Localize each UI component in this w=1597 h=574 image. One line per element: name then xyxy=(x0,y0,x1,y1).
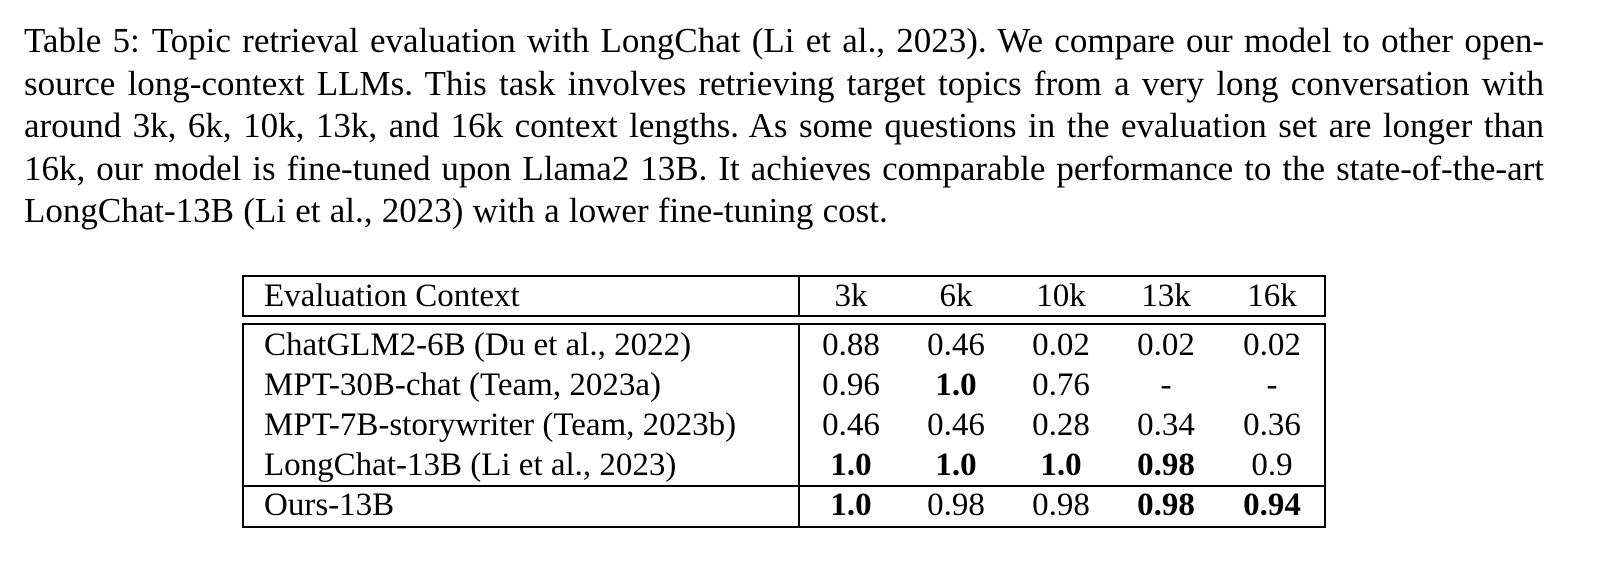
header-col-3k: 3k xyxy=(834,278,868,314)
table-row: MPT-7B-storywriter (Team, 2023b) 0.46 0.… xyxy=(244,405,1324,445)
header-evaluation-context: Evaluation Context xyxy=(264,278,520,314)
table-header-row: Evaluation Context 3k 6k 10k 13k 16k xyxy=(242,275,1326,317)
score-16k: 0.94 xyxy=(1243,487,1301,523)
model-name: ChatGLM2-6B (Du et al., 2022) xyxy=(264,327,692,363)
score-6k: 1.0 xyxy=(935,367,977,403)
score-6k: 0.46 xyxy=(927,407,985,443)
column-divider xyxy=(798,487,800,526)
caption-label: Table 5: xyxy=(24,21,140,60)
score-6k: 0.98 xyxy=(927,487,985,523)
column-divider xyxy=(798,277,800,315)
score-3k: 1.0 xyxy=(830,487,872,523)
score-10k: 1.0 xyxy=(1040,447,1082,483)
model-name: LongChat-13B (Li et al., 2023) xyxy=(264,447,677,483)
table-caption: Table 5: Topic retrieval evaluation with … xyxy=(24,20,1544,233)
table-row: MPT-30B-chat (Team, 2023a) 0.96 1.0 0.76… xyxy=(244,365,1324,405)
header-col-10k: 10k xyxy=(1036,278,1086,314)
model-name: MPT-7B-storywriter (Team, 2023b) xyxy=(264,407,737,443)
score-6k: 0.46 xyxy=(927,327,985,363)
score-10k: 0.28 xyxy=(1032,407,1090,443)
score-3k: 0.46 xyxy=(822,407,880,443)
score-6k: 1.0 xyxy=(935,447,977,483)
score-3k: 0.88 xyxy=(822,327,880,363)
table-row: ChatGLM2-6B (Du et al., 2022) 0.88 0.46 … xyxy=(244,325,1324,365)
table-body: ChatGLM2-6B (Du et al., 2022) 0.88 0.46 … xyxy=(242,323,1326,528)
header-col-13k: 13k xyxy=(1141,278,1191,314)
model-name: MPT-30B-chat (Team, 2023a) xyxy=(264,367,661,403)
score-10k: 0.98 xyxy=(1032,487,1090,523)
column-divider xyxy=(798,405,800,445)
score-3k: 1.0 xyxy=(830,447,872,483)
score-13k: 0.02 xyxy=(1137,327,1195,363)
score-10k: 0.76 xyxy=(1032,367,1090,403)
model-name: Ours-13B xyxy=(264,487,395,523)
score-16k: 0.02 xyxy=(1243,327,1301,363)
score-10k: 0.02 xyxy=(1032,327,1090,363)
score-13k: 0.98 xyxy=(1137,447,1195,483)
column-divider xyxy=(798,365,800,405)
score-16k: - xyxy=(1266,367,1278,403)
score-13k: 0.98 xyxy=(1137,487,1195,523)
results-table: Evaluation Context 3k 6k 10k 13k 16k Cha… xyxy=(242,275,1326,528)
column-divider xyxy=(798,325,800,365)
header-col-16k: 16k xyxy=(1247,278,1297,314)
score-16k: 0.9 xyxy=(1251,447,1293,483)
caption-text: Topic retrieval evaluation with LongChat… xyxy=(24,21,1545,230)
header-col-6k: 6k xyxy=(939,278,973,314)
score-3k: 0.96 xyxy=(822,367,880,403)
table-row: LongChat-13B (Li et al., 2023) 1.0 1.0 1… xyxy=(244,445,1324,485)
table-row-ours: Ours-13B 1.0 0.98 0.98 0.98 0.94 xyxy=(244,485,1324,526)
score-16k: 0.36 xyxy=(1243,407,1301,443)
score-13k: 0.34 xyxy=(1137,407,1195,443)
column-divider xyxy=(798,445,800,485)
score-13k: - xyxy=(1160,367,1172,403)
